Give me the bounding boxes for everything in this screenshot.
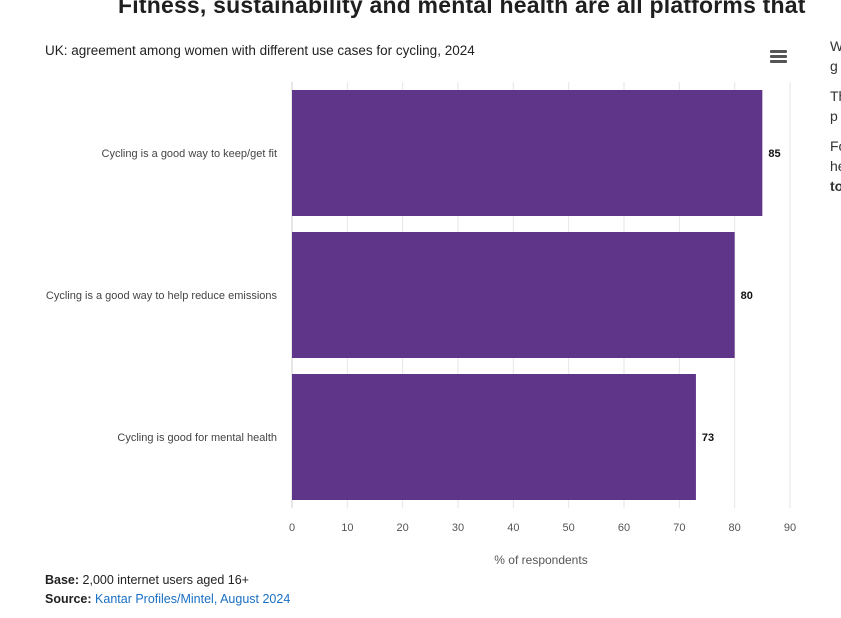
source-label: Source: xyxy=(45,592,92,606)
x-tick-label: 80 xyxy=(729,522,741,534)
right-text-3: Th xyxy=(830,88,841,104)
data-label: 73 xyxy=(702,432,714,444)
x-tick-label: 20 xyxy=(397,522,409,534)
data-label: 85 xyxy=(768,148,780,160)
chart-menu-button[interactable] xyxy=(766,46,792,68)
x-axis-title: % of respondents xyxy=(494,553,587,567)
right-text-4: p xyxy=(830,108,838,124)
x-tick-label: 30 xyxy=(452,522,464,534)
right-column-text: Wg Th p Fo he to xyxy=(830,36,841,206)
data-label: 80 xyxy=(741,290,753,302)
category-label: Cycling is a good way to keep/get fit xyxy=(102,148,277,160)
footer-base: Base: 2,000 internet users aged 16+ xyxy=(45,573,249,587)
source-link[interactable]: Kantar Profiles/Mintel, August 2024 xyxy=(95,592,291,606)
section-heading: Fitness, sustainability and mental healt… xyxy=(118,0,806,18)
x-tick-label: 0 xyxy=(289,522,295,534)
base-text: 2,000 internet users aged 16+ xyxy=(79,573,249,587)
bar-chart: 0 10 20 30 40 50 60 70 80 90 Cycling is a good way… xyxy=(46,82,796,567)
footer-source: Source: Kantar Profiles/Mintel, August 2… xyxy=(45,592,290,606)
bar xyxy=(292,232,735,358)
x-tick-label: 60 xyxy=(618,522,630,534)
hamburger-icon-line xyxy=(770,60,787,63)
x-tick-label: 70 xyxy=(673,522,685,534)
bar xyxy=(292,90,763,216)
right-text-5: Fo xyxy=(830,138,841,154)
right-text-6: he xyxy=(830,158,841,174)
x-tick-label: 10 xyxy=(341,522,353,534)
chart-title: UK: agreement among women with different… xyxy=(45,43,475,58)
right-text-7: to xyxy=(830,178,841,194)
right-text-1: W xyxy=(830,38,841,54)
right-text-2: g xyxy=(830,58,838,74)
hamburger-icon-line xyxy=(770,55,787,58)
x-tick-label: 50 xyxy=(563,522,575,534)
category-label: Cycling is a good way to help reduce emi… xyxy=(46,290,278,302)
x-tick-label: 90 xyxy=(784,522,796,534)
category-label: Cycling is good for mental health xyxy=(117,432,277,444)
x-tick-label: 40 xyxy=(507,522,519,534)
bar xyxy=(292,374,696,500)
base-label: Base: xyxy=(45,573,80,587)
hamburger-icon xyxy=(770,50,787,53)
